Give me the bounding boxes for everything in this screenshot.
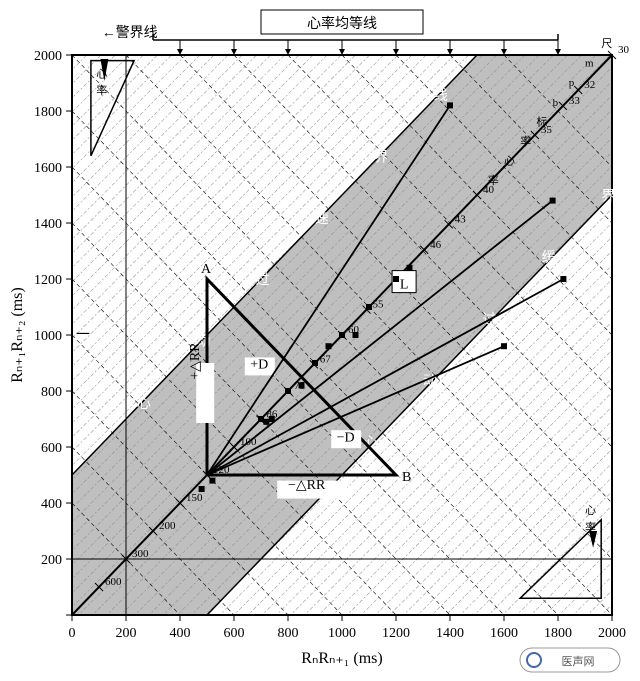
bpm-tick-label: 32 [584,79,595,91]
svg-text:心: 心 [585,504,596,517]
x-tick-label: 400 [170,626,191,641]
y-tick-label: 400 [41,497,62,512]
y-tick-label: 1800 [34,105,62,120]
y-tick-label: 1200 [34,273,62,288]
x-tick-label: 600 [224,626,245,641]
data-point [299,382,305,388]
bpm-tick-label: 600 [105,576,122,588]
scale-char: p [569,77,575,89]
y-tick-label: 800 [41,385,62,400]
y-tick-label: 1400 [34,217,62,232]
scale-char: 标 [536,114,547,128]
data-point [326,343,332,349]
bpm-tick-label: 200 [159,520,176,532]
data-point [199,486,205,492]
x-tick-label: 0 [69,626,76,641]
plusD: +D [250,358,268,373]
x-tick-label: 1200 [382,626,410,641]
y-tick-label: 1000 [34,329,62,344]
y-tick-label: 600 [41,441,62,456]
brady-char: 缓 [542,250,556,266]
scale-char: 尺 [601,38,612,50]
data-point [263,419,269,425]
y-tick-label: 2000 [34,49,62,64]
warning-label: ←警界线 [102,25,158,41]
minusDRR: −△RR [288,478,326,493]
data-point [366,304,372,310]
data-point [550,198,556,204]
tachy-char: 过 [256,273,270,289]
data-point [269,416,275,422]
bpm-tick-label: 300 [132,548,149,560]
hr-small-1: 心 [96,67,107,80]
bpm-tick-label: 33 [569,95,581,107]
point-B: B [402,470,411,485]
bpm-tick-label: 46 [430,239,442,251]
bpm-tick-label: 55 [373,299,385,311]
hr-small-2: 率 [96,83,107,97]
data-point [339,332,345,338]
scale-char: 率 [520,134,531,148]
data-point [501,343,507,349]
bpm-tick-label: 150 [186,492,203,504]
x-tick-label: 1800 [544,626,572,641]
bpm-tick-label: 67 [320,353,332,365]
plusDRR: +△RR [188,342,203,380]
x-axis-label: RₙRₙ₊₁ (ms) [301,650,382,667]
data-point [393,276,399,282]
bpm-tick-label: 43 [455,213,467,225]
x-tick-label: 1000 [328,626,356,641]
scale-char: m [585,58,594,70]
y-axis-label: Rₙ₊₁Rₙ₊₂ (ms) [9,287,26,382]
data-point [258,416,264,422]
data-point [353,332,359,338]
y-tick-label: 200 [41,553,62,568]
title-text: 心率均等线 [307,15,377,32]
x-tick-label: 800 [278,626,299,641]
x-tick-label: 2000 [598,626,626,641]
tachy-char: 界 [374,150,388,165]
x-tick-label: 1600 [490,626,518,641]
brady-char: 界 [601,190,615,205]
x-tick-label: 200 [116,626,137,641]
x-tick-label: 1400 [436,626,464,641]
scale-char: b [553,97,559,109]
tachy-char: 速 [315,211,329,227]
scale-char: 率 [488,173,499,187]
L-label: L [400,278,409,293]
bpm-tick-label: 30 [618,44,630,56]
scale-char: 心 [504,155,515,168]
tachy-char: 心 [137,396,151,412]
watermark-text: 医声网 [562,654,595,668]
y-tick-label: 1600 [34,161,62,176]
minusD: −D [337,430,355,445]
data-point [560,276,566,282]
point-A: A [201,262,212,277]
data-point [407,265,413,271]
data-point [312,360,318,366]
data-point [447,102,453,108]
tachy-char: 线 [434,88,448,104]
data-point [209,478,215,484]
data-point [285,388,291,394]
svg-text:一: 一 [76,328,90,343]
